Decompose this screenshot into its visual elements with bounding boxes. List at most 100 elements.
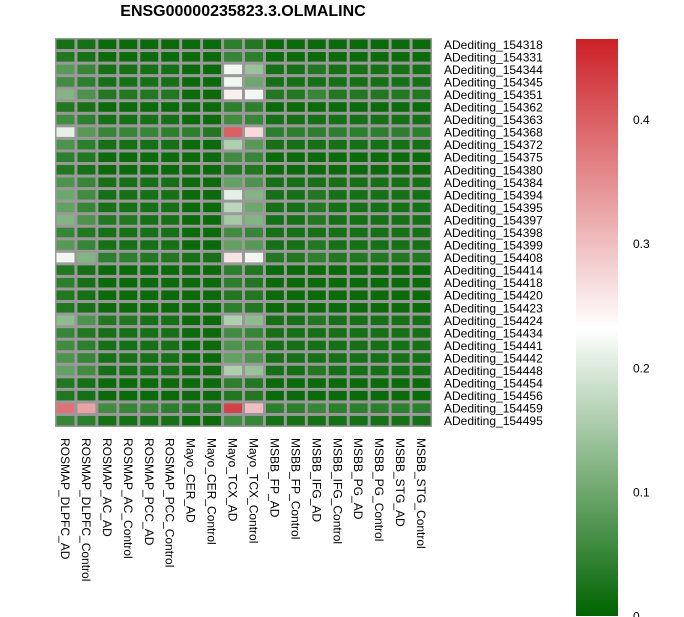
heatmap-cell	[286, 202, 305, 213]
heatmap-cell	[161, 403, 180, 413]
heatmap-cell	[349, 365, 368, 376]
heatmap-cell	[140, 240, 159, 250]
heatmap-cell	[119, 152, 138, 162]
heatmap-cell	[370, 64, 389, 75]
heatmap-cell	[349, 39, 368, 50]
heatmap-cell	[98, 89, 117, 100]
heatmap-cell	[286, 164, 305, 175]
heatmap-cell	[245, 202, 263, 213]
heatmap-cell	[182, 303, 201, 313]
heatmap-cell	[328, 202, 347, 213]
heatmap-cell	[265, 290, 284, 301]
heatmap-cell	[307, 277, 326, 288]
heatmap-cell	[203, 64, 222, 75]
heatmap-cell	[391, 403, 410, 413]
heatmap-cell	[412, 164, 431, 175]
heatmap-cell	[349, 265, 368, 275]
heatmap-cell	[412, 415, 431, 426]
heatmap-cell	[286, 365, 305, 376]
heatmap-cell	[307, 139, 326, 150]
heatmap-cell	[98, 415, 117, 426]
heatmap-cell	[286, 265, 305, 275]
column-label: MSBB_FP_AD	[267, 438, 281, 518]
heatmap-cell	[182, 39, 201, 50]
heatmap-cell	[224, 77, 242, 87]
heatmap-cell	[307, 365, 326, 376]
heatmap-cell	[119, 77, 138, 87]
heatmap-cell	[391, 340, 410, 351]
heatmap-cell	[412, 202, 431, 213]
heatmap-cell	[119, 227, 138, 238]
heatmap-cell	[349, 328, 368, 338]
heatmap-cell	[119, 315, 138, 326]
heatmap-cell	[328, 227, 347, 238]
heatmap-cell	[182, 77, 201, 87]
heatmap-cell	[412, 277, 431, 288]
heatmap-cell	[245, 415, 263, 426]
heatmap-cell	[224, 164, 242, 175]
heatmap-cell	[56, 177, 75, 188]
heatmap-cell	[412, 378, 431, 388]
heatmap-cell	[98, 202, 117, 213]
heatmap-cell	[140, 365, 159, 376]
heatmap-cell	[161, 378, 180, 388]
heatmap-cell	[286, 139, 305, 150]
heatmap-cell	[56, 139, 75, 150]
heatmap-cell	[265, 177, 284, 188]
heatmap-cell	[182, 202, 201, 213]
heatmap-cell	[182, 139, 201, 150]
row-label: ADediting_154363	[444, 113, 543, 127]
heatmap-cell	[370, 303, 389, 313]
heatmap-cell	[56, 102, 75, 112]
heatmap-cell	[307, 353, 326, 363]
heatmap-cell	[391, 328, 410, 338]
heatmap-cell	[370, 378, 389, 388]
heatmap-cell	[391, 64, 410, 75]
heatmap-cell	[286, 378, 305, 388]
heatmap-cell	[370, 390, 389, 401]
heatmap-cell	[98, 139, 117, 150]
row-label: ADediting_154424	[444, 314, 543, 328]
heatmap-cell	[224, 64, 242, 75]
heatmap-cell	[98, 39, 117, 50]
heatmap-cell	[370, 52, 389, 62]
heatmap-cell	[98, 303, 117, 313]
heatmap-cell	[412, 390, 431, 401]
heatmap-cell	[328, 290, 347, 301]
row-label: ADediting_154384	[444, 176, 543, 190]
heatmap-cell	[245, 277, 263, 288]
heatmap-cell	[203, 177, 222, 188]
heatmap-cell	[245, 227, 263, 238]
heatmap-cell	[161, 190, 180, 200]
heatmap-cell	[161, 127, 180, 137]
heatmap-cell	[203, 227, 222, 238]
heatmap-cell	[328, 89, 347, 100]
heatmap-cell	[412, 190, 431, 200]
heatmap-cell	[140, 328, 159, 338]
heatmap-cell	[203, 403, 222, 413]
heatmap-cell	[391, 252, 410, 263]
heatmap-cell	[203, 114, 222, 125]
heatmap-cell	[328, 52, 347, 62]
heatmap-cell	[56, 89, 75, 100]
heatmap-cell	[224, 39, 242, 50]
heatmap-cell	[182, 114, 201, 125]
heatmap-cell	[140, 64, 159, 75]
heatmap-cell	[286, 77, 305, 87]
heatmap-cell	[77, 77, 96, 87]
heatmap-cell	[119, 328, 138, 338]
heatmap-cell	[370, 77, 389, 87]
heatmap-cell	[98, 164, 117, 175]
heatmap-cell	[98, 365, 117, 376]
heatmap-cell	[182, 290, 201, 301]
heatmap-cell	[77, 390, 96, 401]
heatmap-cell	[391, 202, 410, 213]
heatmap-cell	[98, 127, 117, 137]
heatmap-cell	[203, 89, 222, 100]
heatmap-cell	[265, 403, 284, 413]
heatmap-cell	[349, 227, 368, 238]
heatmap-cell	[391, 164, 410, 175]
heatmap-cell	[245, 252, 263, 263]
heatmap-cell	[328, 240, 347, 250]
column-label: ROSMAP_PCC_AD	[142, 438, 156, 546]
